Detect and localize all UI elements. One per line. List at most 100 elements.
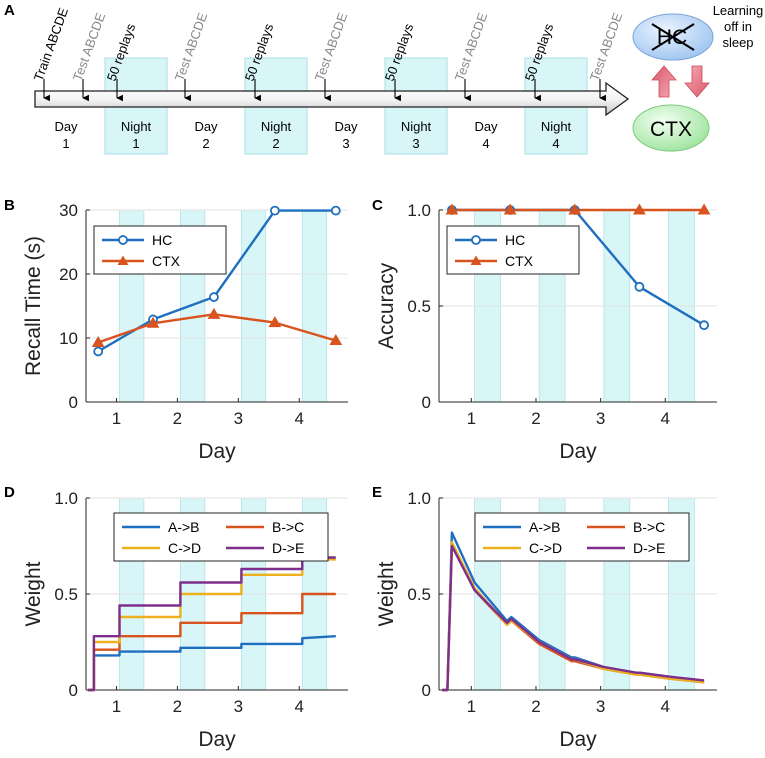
note-line-2: off in	[724, 19, 752, 34]
panel-label-b: B	[4, 197, 15, 214]
y-tick-label: 0.5	[407, 585, 431, 604]
data-point	[445, 203, 459, 215]
up-arrow	[651, 65, 677, 98]
period-name: Day	[334, 119, 358, 134]
period-number: 2	[272, 136, 279, 151]
data-point	[209, 292, 219, 302]
legend-label: A->B	[168, 519, 200, 535]
data-point	[93, 346, 104, 357]
event-label: Test ABCDE	[312, 10, 351, 83]
panel-label-d: D	[4, 484, 15, 501]
legend-label: B->C	[272, 519, 304, 535]
panel-d: D 1 2 3 4 0 0.5 1.0 Day Weight A->B B->C C->D D->E	[4, 484, 348, 751]
legend-label: CTX	[152, 253, 181, 269]
event-label: Test ABCDE	[452, 10, 491, 83]
legend-label: A->B	[529, 519, 561, 535]
night-shade	[301, 209, 328, 403]
event-label: Test ABCDE	[587, 10, 626, 83]
timeline-arrow	[34, 81, 630, 117]
y-axis-label: Weight	[22, 561, 45, 626]
event-label: Train ABCDE	[31, 5, 71, 83]
x-tick-label: 1	[112, 409, 121, 428]
legend-marker	[471, 235, 481, 245]
x-tick-label: 4	[295, 409, 304, 428]
x-axis-label: Day	[559, 728, 597, 751]
legend-box	[93, 225, 227, 275]
x-tick-label: 2	[173, 697, 182, 716]
y-axis-label: Accuracy	[375, 262, 398, 349]
cross-line-2	[651, 23, 695, 51]
event-label: Test ABCDE	[172, 10, 211, 83]
y-axis-label: Recall Time (s)	[22, 236, 45, 376]
data-point	[634, 281, 645, 292]
legend-label: C->D	[168, 540, 201, 556]
data-point	[330, 205, 341, 216]
x-tick-label: 3	[234, 697, 243, 716]
period-name: Day	[54, 119, 78, 134]
data-point	[146, 316, 160, 328]
data-point	[633, 203, 646, 215]
legend-box	[474, 512, 690, 562]
panel-label-e: E	[372, 484, 382, 501]
legend-marker	[470, 255, 482, 265]
panel-e: E 1 2 3 4 0 0.5 1.0 Day Weight A->B B->C C->D D->E	[372, 484, 717, 751]
legend-label: D->E	[272, 540, 304, 556]
y-tick-label: 0	[422, 393, 431, 412]
x-tick-label: 4	[295, 697, 304, 716]
event-label: Test ABCDE	[70, 10, 109, 83]
legend-label: D->E	[633, 540, 665, 556]
period-number: 1	[132, 136, 139, 151]
ctx-node	[632, 104, 710, 152]
note-line-3: sleep	[722, 35, 753, 50]
hc-ctx-schematic: HC Learning off in sleep CTX	[632, 3, 764, 152]
panel-label-c: C	[372, 197, 383, 214]
x-axis-label: Day	[198, 440, 236, 463]
ctx-label: CTX	[650, 118, 692, 141]
y-tick-label: 10	[59, 329, 78, 348]
legend-marker	[118, 235, 128, 245]
data-point	[207, 307, 221, 319]
legend-box	[446, 225, 580, 275]
data-point	[503, 203, 517, 215]
data-point	[91, 335, 105, 347]
period-number: 4	[552, 136, 559, 151]
x-tick-label: 2	[531, 697, 540, 716]
period-number: 1	[62, 136, 69, 151]
panel-b: B 1 2 3 4 0 10 20 30 Day Recall Time (s) HC CTX	[4, 197, 348, 463]
series-line	[442, 544, 705, 692]
period-number: 3	[342, 136, 349, 151]
period-name: Day	[474, 119, 498, 134]
panel-c: C 1 2 3 4 0 0.5 1.0 Day Accuracy HC CTX	[372, 197, 717, 463]
x-tick-label: 1	[467, 697, 476, 716]
y-tick-label: 1.0	[54, 489, 78, 508]
y-tick-label: 0.5	[407, 297, 431, 316]
y-axis-label: Weight	[375, 561, 398, 626]
y-tick-label: 0	[422, 681, 431, 700]
legend-marker	[117, 255, 129, 265]
note-line-1: Learning	[713, 3, 764, 18]
timeline-periods: Day 1 Night 1 Day 2 Night 2 Day 3 Night 3 Day 4 Night 4	[54, 119, 571, 151]
y-tick-label: 1.0	[407, 201, 431, 220]
x-tick-label: 1	[467, 409, 476, 428]
y-tick-label: 0.5	[54, 585, 78, 604]
data-point	[568, 203, 582, 215]
x-tick-label: 2	[531, 409, 540, 428]
y-tick-label: 30	[59, 201, 78, 220]
x-tick-label: 3	[234, 409, 243, 428]
period-number: 4	[482, 136, 489, 151]
legend-label: CTX	[505, 253, 534, 269]
legend-label: B->C	[633, 519, 665, 535]
panel-label-a: A	[4, 2, 15, 19]
legend-label: HC	[505, 232, 525, 248]
series-line	[87, 556, 336, 692]
x-tick-label: 3	[596, 697, 605, 716]
period-number: 3	[412, 136, 419, 151]
x-axis-label: Day	[559, 440, 597, 463]
y-tick-label: 0	[69, 681, 78, 700]
down-arrow	[684, 65, 710, 98]
period-number: 2	[202, 136, 209, 151]
data-point	[268, 316, 282, 328]
x-tick-label: 4	[661, 409, 670, 428]
